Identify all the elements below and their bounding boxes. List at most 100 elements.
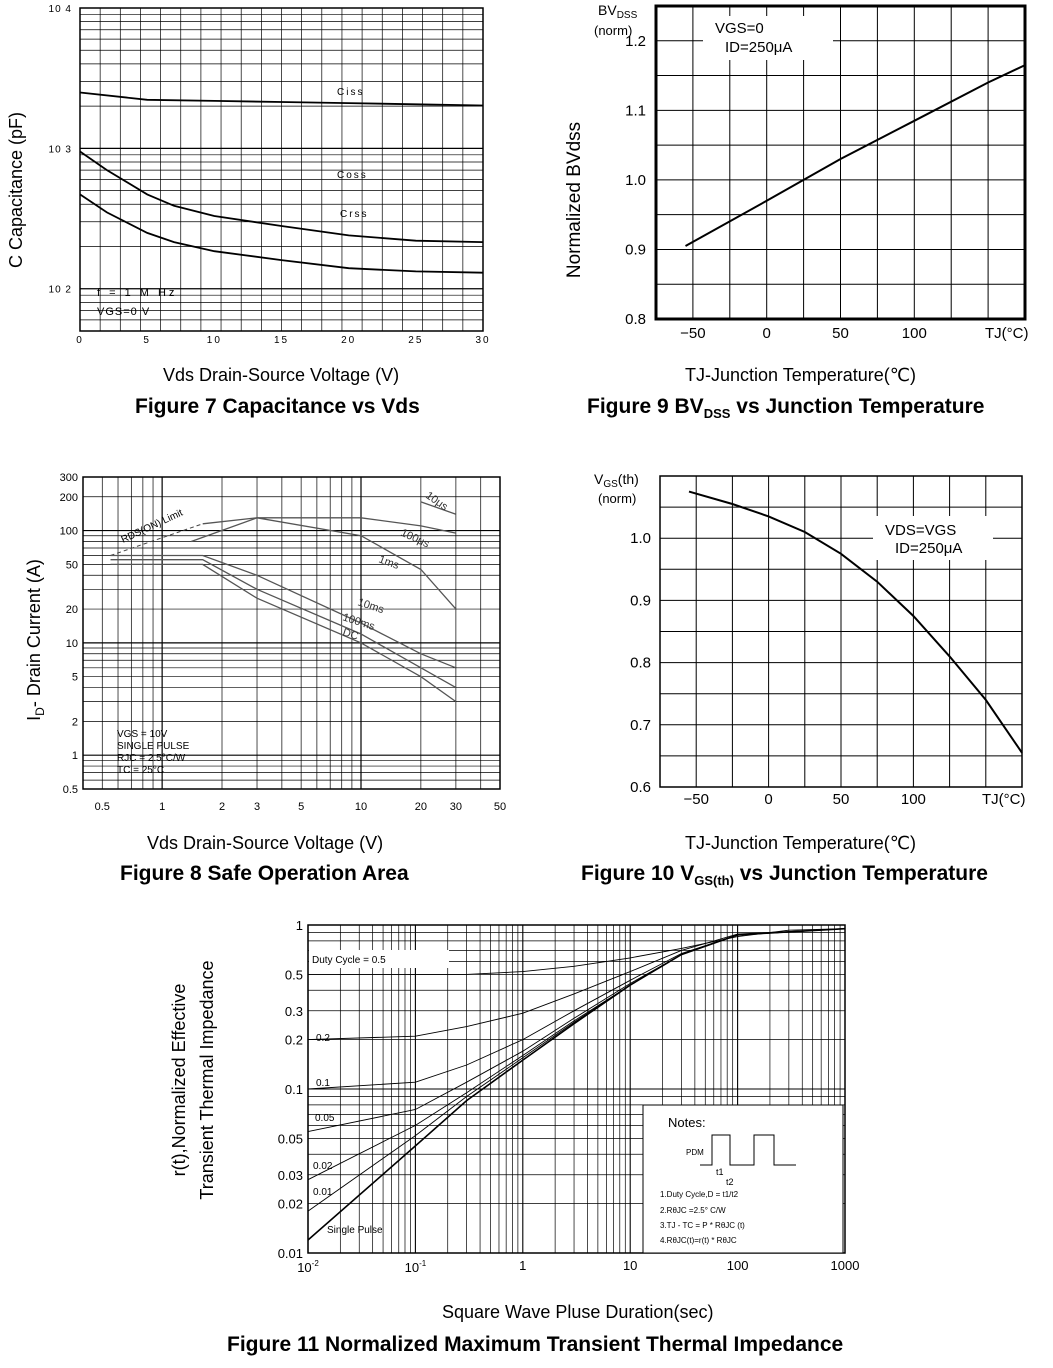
fig7-annotation-vgs: VGS=0 V [97, 306, 150, 318]
fig8-x-tick-label: 10 [355, 801, 367, 813]
figure-7-capacitance-chart: Ciss Coss Crss 0 5 10 15 20 25 30 10 2 10 3 10 4 C C… [6, 4, 489, 346]
fig11-y-axis-label-line1: r(t),Normalized Effective [169, 984, 189, 1177]
fig11-series-label: 0.2 [316, 1033, 330, 1044]
fig8-x-tick-label: 50 [494, 801, 506, 813]
fig8-series-4 [110, 559, 457, 689]
fig7-x-tick-label: 20 [341, 335, 356, 346]
fig10-annotation-box [873, 516, 993, 560]
fig11-notes-line4: 4.RθJC(t)=r(t) * RθJC [660, 1236, 737, 1245]
fig9-y-unit-norm: (norm) [594, 23, 632, 38]
fig10-x-tick-label: −50 [683, 791, 708, 808]
fig10-x-tick-label: 100 [901, 791, 926, 808]
fig7-series-coss [79, 150, 484, 243]
fig7-caption: Figure 7 Capacitance vs Vds [135, 395, 420, 418]
fig7-x-tick-label: 0 [76, 335, 84, 346]
fig8-y-tick-label: 0.5 [63, 784, 78, 796]
fig7-annotation-frequency: f = 1 M Hz [97, 287, 177, 299]
fig8-y-tick-label: 100 [60, 526, 78, 538]
fig11-notes-line3: 3.TJ - TC = P * RθJC (t) [660, 1221, 745, 1230]
fig8-y-tick-label: 300 [60, 472, 78, 484]
fig10-x-tick-label: 0 [764, 791, 772, 808]
fig10-y-tick-label: 0.8 [630, 655, 651, 672]
fig11-duty-label-background [309, 950, 449, 968]
fig9-x-tick-label: −50 [680, 325, 705, 342]
fig11-series-label: 0.05 [315, 1113, 335, 1124]
fig11-notes-line2: 2.RθJC =2.5° C/W [660, 1206, 726, 1215]
fig11-y-axis-label-line2: Transient Thermal Impedance [197, 960, 217, 1199]
fig8-y-axis-label: ID- Drain Current (A) [24, 559, 47, 721]
fig8-rdson-limit-line [110, 523, 203, 556]
fig11-y-tick-label: 0.3 [285, 1004, 303, 1019]
fig10-y-tick-label: 1.0 [630, 530, 651, 547]
fig7-y-tick-label: 10 4 [49, 4, 72, 15]
fig8-y-tick-label: 2 [72, 716, 78, 728]
fig7-x-tick-label: 15 [274, 335, 289, 346]
fig9-x-tick-label: 100 [902, 325, 927, 342]
fig9-series-bvdss [685, 64, 1026, 247]
fig10-x-unit-label: TJ(°C) [982, 791, 1025, 808]
fig11-notes-t1: t1 [716, 1167, 724, 1177]
fig9-x-tick-label: 50 [832, 325, 849, 342]
fig10-annotation-id: ID=250μA [895, 540, 962, 557]
figure-11-thermal-impedance-chart: Duty Cycle = 0.5 0.2 0.1 0.05 0.02 0.01 Single… [169, 918, 859, 1275]
fig11-y-tick-label: 0.02 [278, 1197, 303, 1212]
fig10-annotation-vds: VDS=VGS [885, 522, 956, 539]
fig7-y-tick-label: 10 3 [49, 144, 72, 155]
fig8-x-tick-label: 30 [450, 801, 462, 813]
fig11-notes-title: Notes: [668, 1115, 706, 1130]
fig11-series-1 [307, 928, 846, 1041]
fig8-series-label: DC [341, 626, 360, 642]
fig11-notes-line1: 1.Duty Cycle,D = t1/t2 [660, 1190, 739, 1199]
fig9-x-tick-label: 0 [763, 325, 771, 342]
fig7-x-tick-label: 10 [207, 335, 222, 346]
fig8-y-tick-label: 200 [60, 492, 78, 504]
fig9-y-tick-label: 0.8 [625, 311, 646, 328]
fig10-y-tick-label: 0.9 [630, 592, 651, 609]
figure-9-bvdss-chart: −50 0 50 100 0.8 0.9 1.0 1.1 1.2 Normalized BVds… [564, 2, 1028, 342]
fig8-plot-frame [82, 476, 501, 790]
fig11-x-tick-label: 10-1 [405, 1259, 427, 1275]
fig10-series-vgsth [688, 490, 1023, 754]
fig9-x-axis-label: TJ-Junction Temperature(℃) [685, 365, 916, 385]
fig11-notes-frame [642, 1104, 844, 1254]
fig8-x-axis-label: Vds Drain-Source Voltage (V) [147, 833, 384, 853]
fig8-y-tick-label: 20 [66, 604, 78, 616]
fig11-x-tick-exponent: -1 [419, 1259, 427, 1268]
fig9-y-axis-label: Normalized BVdss [564, 122, 585, 278]
fig11-x-tick-label: 100 [727, 1258, 749, 1273]
fig10-caption: Figure 10 VGS(th) vs Junction Temperatur… [581, 862, 988, 889]
fig8-series-1 [202, 517, 457, 534]
fig9-y-tick-label: 1.0 [625, 172, 646, 189]
fig11-notes-box: Notes: PDM t1 t2 1.Duty Cycle,D = t1/t2 … [642, 1104, 844, 1254]
fig8-series-5 [110, 563, 457, 703]
fig9-y-tick-label: 1.1 [625, 102, 646, 119]
fig8-x-tick-label: 1 [159, 801, 165, 813]
figure-10-vgsth-chart: −50 0 50 1000.60.70.80.91.0 VGS(th) (norm) … [594, 471, 1025, 808]
fig7-x-tick-label: 25 [408, 335, 423, 346]
fig9-annotation-vgs: VGS=0 [715, 20, 764, 37]
fig9-y-unit-label: BVDSS [598, 2, 638, 21]
fig11-y-tick-label: 0.01 [278, 1246, 303, 1261]
fig11-series-label: 0.02 [313, 1161, 333, 1172]
fig9-annotation-box [703, 16, 833, 60]
fig7-y-axis-label: C Capacitance (pF) [6, 112, 26, 268]
fig8-series-2 [190, 517, 457, 610]
fig8-y-tick-label: 50 [66, 559, 78, 571]
fig11-y-tick-label: 1 [296, 918, 303, 933]
fig11-x-tick-exponent: -2 [312, 1259, 320, 1268]
fig11-notes-pdm: PDM [686, 1148, 704, 1157]
fig11-series-label: Single Pulse [327, 1225, 383, 1236]
fig7-series-label-ciss: Ciss [337, 87, 364, 98]
fig7-y-tick-label: 10 2 [49, 285, 72, 296]
fig7-series-crss [79, 193, 484, 274]
fig8-x-tick-label: 0.5 [95, 801, 110, 813]
fig8-x-tick-label: 2 [219, 801, 225, 813]
fig11-notes-t2: t2 [726, 1177, 734, 1187]
fig7-x-axis-label: Vds Drain-Source Voltage (V) [163, 365, 400, 385]
fig11-y-tick-label: 0.05 [278, 1131, 303, 1146]
fig7-series-ciss [79, 91, 484, 107]
fig8-x-tick-label: 5 [298, 801, 304, 813]
fig7-series-label-crss: Crss [340, 209, 369, 220]
fig11-series-label: 0.1 [316, 1078, 330, 1089]
